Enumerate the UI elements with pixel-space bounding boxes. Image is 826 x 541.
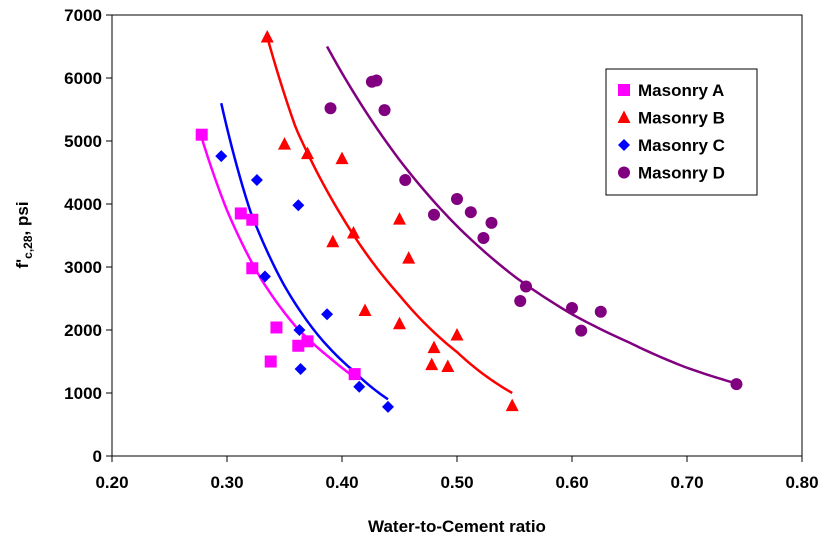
- data-point-masonry-d: [520, 280, 532, 293]
- y-axis-title-main: f': [13, 259, 32, 269]
- data-point-masonry-d: [324, 102, 337, 115]
- data-point-masonry-a: [246, 262, 259, 275]
- data-point-masonry-d: [514, 295, 527, 308]
- data-point-masonry-d: [464, 206, 477, 219]
- data-point-masonry-d: [370, 74, 383, 87]
- data-point-masonry-b: [425, 357, 439, 371]
- legend-marker-masonry-b: [617, 110, 631, 123]
- legend-label-masonry-d: Masonry D: [638, 164, 725, 183]
- data-point-masonry-a: [246, 213, 259, 226]
- data-point-masonry-c: [250, 174, 263, 187]
- data-point-masonry-c: [353, 380, 366, 393]
- y-tick-label: 0: [93, 447, 102, 466]
- y-tick-label: 4000: [64, 195, 102, 214]
- data-point-masonry-d: [730, 378, 743, 391]
- data-point-masonry-d: [594, 305, 607, 318]
- legend-label-masonry-b: Masonry B: [638, 109, 725, 128]
- data-points: [195, 30, 743, 413]
- data-point-masonry-a: [264, 355, 277, 368]
- data-point-masonry-a: [270, 321, 283, 334]
- data-point-masonry-c: [294, 363, 307, 376]
- data-point-masonry-c: [293, 324, 306, 336]
- data-point-masonry-b: [278, 137, 291, 150]
- data-point-masonry-b: [358, 303, 372, 316]
- x-tick-label: 0.40: [325, 473, 358, 492]
- axes: 0 1000 2000 3000 4000 5000 6000 7000 0.20 0.30 0.4…: [64, 6, 818, 492]
- data-point-masonry-d: [485, 216, 498, 229]
- legend-box: [605, 68, 758, 196]
- y-tick-label: 3000: [64, 258, 102, 277]
- legend: Masonry A Masonry B Masonry C Masonry D: [605, 68, 758, 196]
- trend-line-masonry-d: [325, 45, 737, 385]
- x-tick-label: 0.60: [555, 473, 588, 492]
- legend-marker-masonry-d: [618, 166, 630, 179]
- x-tick-label: 0.50: [440, 473, 473, 492]
- data-point-masonry-b: [505, 398, 519, 412]
- data-point-masonry-c: [258, 270, 271, 283]
- y-axis-title: f'c,28, psi: [13, 201, 35, 268]
- data-point-masonry-a: [292, 339, 305, 352]
- data-point-masonry-b: [335, 151, 349, 165]
- data-point-masonry-d: [566, 301, 578, 314]
- legend-marker-masonry-a: [618, 84, 630, 96]
- data-point-masonry-b: [326, 234, 340, 248]
- data-point-masonry-b: [301, 146, 314, 160]
- data-point-masonry-d: [575, 324, 588, 337]
- data-point-masonry-c: [215, 150, 228, 163]
- y-tick-label: 7000: [64, 6, 102, 25]
- data-point-masonry-a: [301, 335, 314, 348]
- y-tick-label: 5000: [64, 132, 102, 151]
- x-tick-label: 0.70: [670, 473, 703, 492]
- x-tick-label: 0.20: [95, 473, 128, 492]
- data-point-masonry-a: [234, 207, 247, 220]
- data-point-masonry-c: [321, 308, 334, 321]
- data-point-masonry-a: [348, 368, 361, 381]
- data-point-masonry-a: [195, 128, 208, 141]
- data-point-masonry-d: [451, 192, 463, 205]
- data-point-masonry-b: [393, 316, 406, 330]
- data-point-masonry-b: [393, 212, 406, 225]
- data-point-masonry-b: [427, 340, 441, 354]
- legend-label-masonry-c: Masonry C: [638, 136, 725, 155]
- y-tick-label: 1000: [64, 384, 102, 403]
- x-axis-title: Water-to-Cement ratio: [368, 517, 546, 536]
- data-point-masonry-b: [441, 359, 455, 373]
- x-tick-label: 0.30: [210, 473, 243, 492]
- data-point-masonry-c: [382, 400, 394, 413]
- x-tick-label: 0.80: [785, 473, 818, 492]
- y-tick-label: 6000: [64, 69, 102, 88]
- data-point-masonry-d: [399, 174, 412, 187]
- data-point-masonry-b: [402, 251, 416, 264]
- data-point-masonry-b: [260, 30, 274, 43]
- data-point-masonry-d: [477, 232, 490, 245]
- y-tick-label: 2000: [64, 321, 102, 340]
- data-point-masonry-c: [292, 199, 305, 212]
- data-point-masonry-b: [450, 328, 464, 341]
- data-point-masonry-b: [347, 225, 360, 239]
- data-point-masonry-d: [428, 208, 440, 221]
- y-axis-title-sub: c,28: [21, 235, 35, 259]
- trend-line-masonry-a: [200, 137, 356, 379]
- legend-label-masonry-a: Masonry A: [638, 81, 724, 100]
- data-point-masonry-d: [378, 104, 391, 117]
- y-axis-title-suffix: , psi: [13, 201, 32, 235]
- legend-marker-masonry-c: [618, 139, 630, 151]
